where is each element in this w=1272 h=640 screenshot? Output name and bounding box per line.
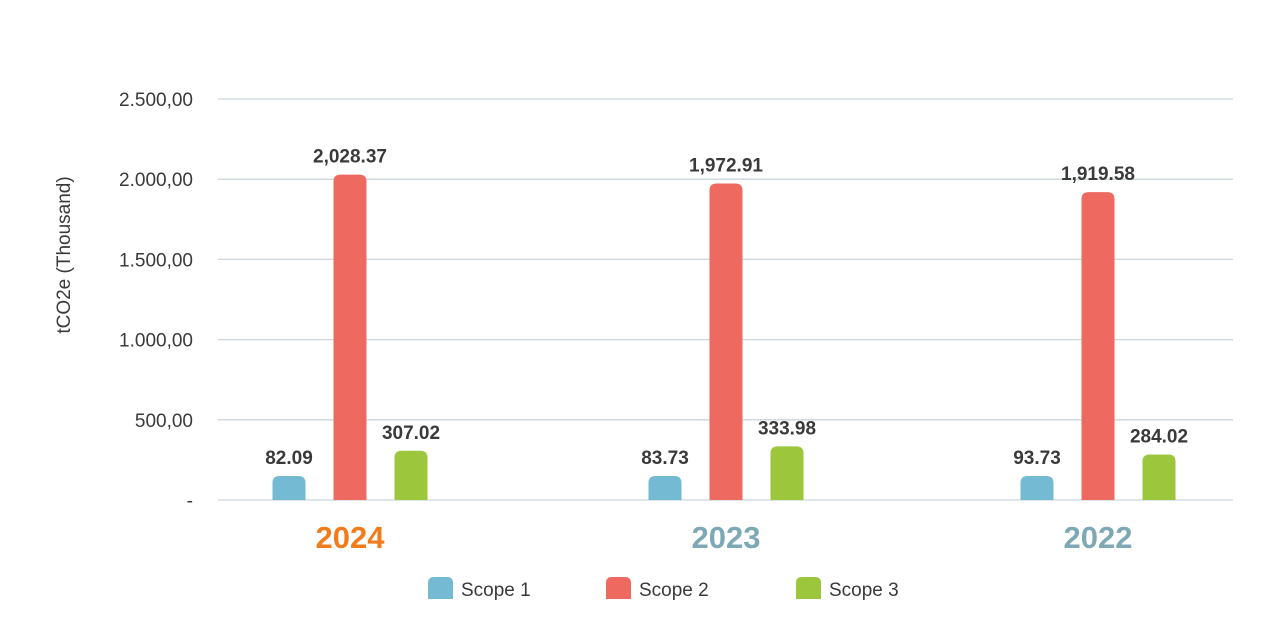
data-label: 1,919.58 (1061, 164, 1135, 185)
y-tick-label: 500,00 (135, 411, 193, 432)
legend-swatch (428, 577, 453, 599)
bar-scope-1-2022 (1020, 476, 1054, 500)
y-axis-ticks: - 500,00 1.000,00 1.500,00 2.000,00 2.500,00 (119, 90, 193, 512)
x-category-label: 2024 (316, 520, 386, 555)
data-labels: 82.09 2,028.37 307.02 83.73 1,972.91 333.98 93… (265, 147, 1188, 469)
data-label: 93.73 (1013, 448, 1061, 469)
bar-scope-3-2022 (1142, 454, 1176, 500)
bar-scope-1-2024 (272, 476, 306, 500)
legend-label: Scope 3 (829, 580, 899, 601)
bar-scope-2-2023 (709, 183, 743, 501)
data-label: 83.73 (641, 448, 689, 469)
bars (272, 174, 1176, 501)
data-label: 82.09 (265, 448, 313, 469)
legend: Scope 1 Scope 2 Scope 3 (428, 577, 899, 601)
data-label: 307.02 (382, 423, 440, 444)
y-tick-label: - (187, 491, 193, 512)
data-label: 1,972.91 (689, 156, 763, 177)
bar-scope-3-2024 (394, 450, 428, 500)
data-label: 333.98 (758, 418, 816, 439)
x-category-label: 2022 (1064, 520, 1133, 555)
legend-swatch (606, 577, 631, 599)
bar-scope-2-2024 (333, 174, 367, 500)
y-tick-label: 2.000,00 (119, 170, 193, 191)
bar-scope-3-2023 (770, 446, 804, 500)
x-axis-categories: 2024 2023 2022 (316, 520, 1133, 555)
bar-scope-2-2022 (1081, 192, 1115, 500)
legend-label: Scope 2 (639, 580, 709, 601)
legend-label: Scope 1 (461, 580, 531, 601)
bar-scope-1-2023 (648, 476, 682, 500)
y-tick-label: 1.000,00 (119, 331, 193, 352)
y-tick-label: 2.500,00 (119, 90, 193, 111)
x-category-label: 2023 (692, 520, 761, 555)
y-axis-title: tCO2e (Thousand) (54, 176, 75, 333)
y-tick-label: 1.500,00 (119, 250, 193, 271)
data-label: 2,028.37 (313, 147, 387, 168)
legend-swatch (796, 577, 821, 599)
data-label: 284.02 (1130, 426, 1188, 447)
